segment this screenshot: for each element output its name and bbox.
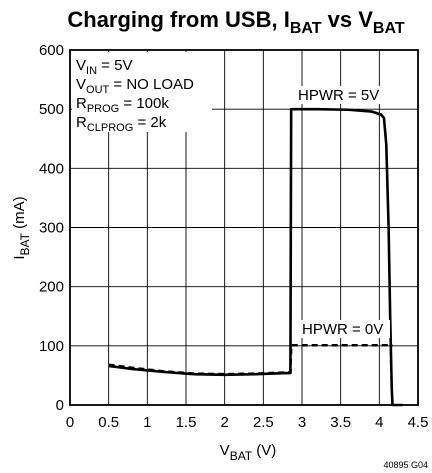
x-axis-label: VBAT (V) [220, 442, 277, 463]
y-tick-label: 100 [39, 338, 64, 355]
x-tick-label: 2 [220, 414, 228, 431]
condition-line: RPROG = 100k [76, 95, 169, 115]
y-axis-label-unit: (mA) [11, 196, 28, 233]
chart-title-sub2: BAT [373, 20, 405, 37]
series-label-hpwr-5v-background [296, 86, 388, 104]
x-axis-label-unit: (V) [252, 442, 276, 459]
x-tick-label: 3 [298, 414, 306, 431]
y-tick-label: 0 [56, 397, 64, 414]
x-tick-label: 3.5 [330, 414, 351, 431]
condition-line: RCLPROG = 2k [76, 114, 167, 134]
x-axis-label-sub: BAT [230, 449, 253, 463]
y-axis-label-sub: BAT [18, 232, 32, 255]
x-tick-label: 4 [375, 414, 383, 431]
y-axis-label: IBAT (mA) [11, 196, 32, 259]
y-axis-label-main: I [11, 255, 28, 259]
series-label-hpwr-0v: HPWR = 0V [302, 321, 383, 338]
chart-title-main: Charging from USB, I [67, 7, 289, 32]
x-tick-label: 1 [143, 414, 151, 431]
x-tick-label: 1.5 [176, 414, 197, 431]
chart-title-mid: vs V [322, 7, 374, 32]
plot-frame [69, 49, 419, 406]
condition-line: VIN = 5V [76, 57, 132, 77]
x-tick-label: 0 [66, 414, 74, 431]
series-line-hpwr-0v [108, 343, 393, 376]
x-axis-label-main: V [220, 442, 230, 459]
tick-labels: 0 0.5 1 1.5 2 2.5 3 3.5 4 4.5 0 100 200 300 400 500 600 [39, 42, 428, 431]
x-tick-label: 2.5 [253, 414, 274, 431]
series-label-hpwr-5v: HPWR = 5V [298, 87, 379, 104]
figure-id: 40895 G04 [383, 460, 428, 470]
series-label-hpwr-0v-background [300, 320, 390, 338]
series-line-hpwr-5v [108, 107, 403, 407]
series-lines [108, 107, 403, 407]
y-tick-label: 300 [39, 220, 64, 237]
y-tick-label: 600 [39, 42, 64, 59]
x-tick-label: 0.5 [98, 414, 119, 431]
conditions-background [72, 52, 212, 132]
condition-line: VOUT = NO LOAD [76, 76, 194, 96]
y-tick-label: 200 [39, 279, 64, 296]
chart-title-sub1: BAT [290, 20, 322, 37]
y-tick-label: 400 [39, 160, 64, 177]
x-tick-label: 4.5 [408, 414, 429, 431]
chart-title: Charging from USB, IBAT vs VBAT [67, 7, 404, 37]
y-tick-label: 500 [39, 101, 64, 118]
